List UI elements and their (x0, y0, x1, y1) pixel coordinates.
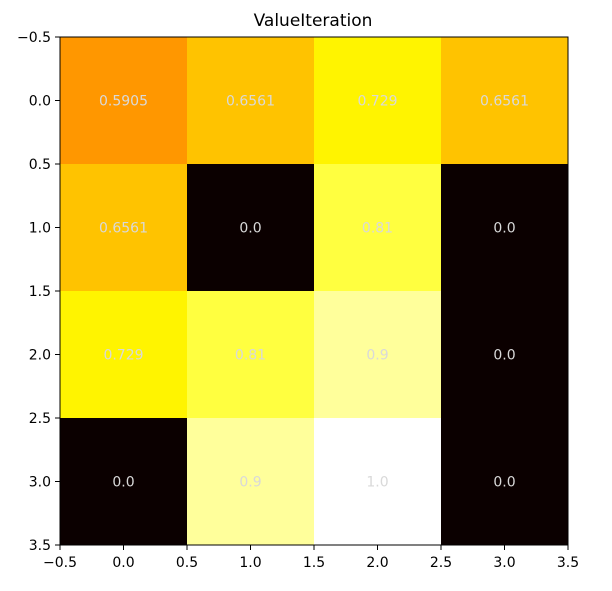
x-tick-label: 0.0 (112, 555, 134, 571)
y-tick-label: 3.5 (29, 538, 51, 554)
heatmap-cell-r1-c0 (60, 164, 188, 292)
heatmap-cell-r0-c2 (314, 37, 442, 165)
cell-label-r1-c0: 0.6561 (99, 221, 148, 237)
heatmap-cell-r2-c1 (187, 291, 315, 419)
cell-label-r0-c1: 0.6561 (226, 94, 275, 110)
cell-value-labels: 0.5905 0.6561 0.729 0.6561 0.6561 0.0 0.81 0.0 0… (99, 94, 529, 491)
cell-label-r1-c1: 0.0 (239, 221, 261, 237)
cell-label-r0-c0: 0.5905 (99, 94, 148, 110)
heatmap-cell-r3-c1 (187, 418, 315, 546)
heatmap-cells (60, 37, 569, 546)
cell-label-r2-c0: 0.729 (103, 348, 143, 364)
heatmap-cell-r1-c3 (441, 164, 569, 292)
heatmap-cell-r0-c3 (441, 37, 569, 165)
x-tick-label: 0.5 (176, 555, 198, 571)
y-tick-label: 2.0 (29, 348, 51, 364)
x-tick-label: 1.0 (239, 555, 261, 571)
y-tick-label: 0.5 (29, 157, 51, 173)
x-tick-label: −0.5 (43, 555, 77, 571)
y-tick-label: 2.5 (29, 411, 51, 427)
heatmap-cell-r3-c0 (60, 418, 188, 546)
heatmap-cell-r2-c0 (60, 291, 188, 419)
y-tick-label: 1.5 (29, 284, 51, 300)
cell-label-r2-c2: 0.9 (366, 348, 388, 364)
y-tick-label: 3.0 (29, 475, 51, 491)
y-tick-label: −0.5 (17, 30, 51, 46)
cell-label-r3-c3: 0.0 (493, 475, 515, 491)
y-tick-label: 0.0 (29, 94, 51, 110)
x-tick-label: 2.0 (366, 555, 388, 571)
heatmap-cell-r3-c3 (441, 418, 569, 546)
x-axis: −0.5 0.0 0.5 1.0 1.5 2.0 2.5 3.0 3.5 (43, 545, 579, 571)
heatmap-cell-r1-c1 (187, 164, 315, 292)
cell-label-r0-c2: 0.729 (357, 94, 397, 110)
x-tick-label: 3.0 (493, 555, 515, 571)
heatmap-cell-r3-c2 (314, 418, 442, 546)
cell-label-r3-c2: 1.0 (366, 475, 388, 491)
x-tick-label: 3.5 (557, 555, 579, 571)
cell-label-r1-c3: 0.0 (493, 221, 515, 237)
heatmap-cell-r1-c2 (314, 164, 442, 292)
chart-title: ValueIteration (254, 11, 373, 31)
y-tick-label: 1.0 (29, 221, 51, 237)
x-tick-label: 2.5 (430, 555, 452, 571)
cell-label-r0-c3: 0.6561 (480, 94, 529, 110)
cell-label-r3-c1: 0.9 (239, 475, 261, 491)
cell-label-r3-c0: 0.0 (112, 475, 134, 491)
heatmap-cell-r2-c3 (441, 291, 569, 419)
heatmap-cell-r0-c1 (187, 37, 315, 165)
heatmap-cell-r0-c0 (60, 37, 188, 165)
cell-label-r2-c3: 0.0 (493, 348, 515, 364)
cell-label-r1-c2: 0.81 (362, 221, 393, 237)
y-axis: −0.5 0.0 0.5 1.0 1.5 2.0 2.5 3.0 3.5 (17, 30, 60, 554)
heatmap-cell-r2-c2 (314, 291, 442, 419)
cell-label-r2-c1: 0.81 (235, 348, 266, 364)
x-tick-label: 1.5 (303, 555, 325, 571)
